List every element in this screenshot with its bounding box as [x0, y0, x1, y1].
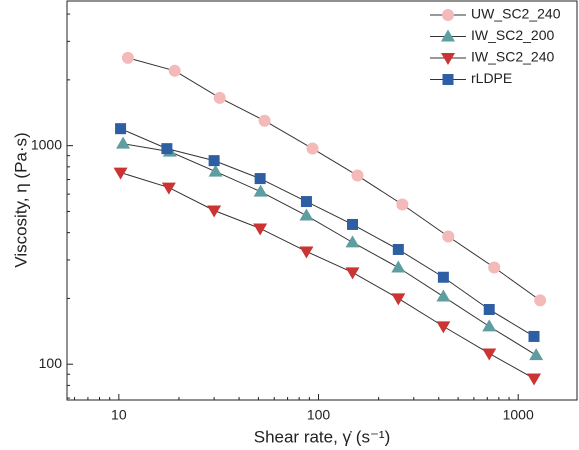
- marker: [396, 198, 409, 211]
- marker: [253, 223, 268, 236]
- legend-label: rLDPE: [471, 70, 512, 86]
- marker: [299, 246, 314, 259]
- x-axis-label: Shear rate, γ̇ (s⁻¹): [254, 427, 391, 446]
- marker: [437, 271, 449, 283]
- marker: [299, 208, 314, 221]
- marker: [351, 169, 364, 182]
- marker: [442, 230, 455, 243]
- marker: [253, 184, 268, 197]
- marker: [306, 142, 319, 155]
- marker: [113, 167, 128, 180]
- legend-label: IW_SC2_200: [471, 27, 554, 43]
- series-line: [120, 128, 535, 337]
- y-tick-label: 1000: [31, 136, 62, 152]
- marker: [161, 182, 176, 195]
- marker: [208, 155, 220, 167]
- legend-marker: [442, 9, 454, 21]
- marker: [213, 91, 226, 104]
- marker: [116, 136, 131, 149]
- series-line: [127, 57, 541, 301]
- marker: [482, 319, 497, 332]
- marker: [300, 196, 312, 208]
- marker: [207, 205, 222, 218]
- x-tick-label: 100: [307, 407, 331, 423]
- marker: [345, 267, 360, 280]
- marker: [392, 243, 404, 255]
- legend-label: UW_SC2_240: [471, 6, 561, 22]
- marker: [529, 348, 544, 361]
- legend-marker: [442, 74, 454, 85]
- marker: [482, 348, 497, 361]
- x-tick-label: 10: [111, 407, 127, 423]
- marker: [534, 294, 547, 307]
- marker: [483, 303, 495, 315]
- marker: [488, 261, 501, 274]
- marker: [527, 373, 542, 386]
- marker: [436, 289, 451, 302]
- marker: [258, 114, 271, 127]
- series-line: [122, 143, 537, 356]
- marker: [436, 321, 451, 334]
- marker: [528, 330, 540, 342]
- series-line: [120, 172, 535, 379]
- marker: [345, 235, 360, 248]
- marker: [121, 51, 134, 64]
- marker: [168, 64, 181, 77]
- marker: [115, 123, 127, 135]
- marker: [254, 173, 266, 185]
- x-tick-label: 1000: [503, 407, 534, 423]
- legend-marker: [441, 53, 455, 65]
- y-tick-label: 100: [39, 355, 63, 371]
- y-axis-label: Viscosity, η (Pa·s): [11, 132, 30, 267]
- marker: [208, 164, 223, 177]
- legend-label: IW_SC2_240: [471, 49, 554, 65]
- legend-marker: [441, 29, 455, 42]
- marker: [391, 293, 406, 306]
- marker: [161, 143, 173, 155]
- marker: [391, 260, 406, 273]
- plot-frame: [66, 0, 578, 401]
- marker: [347, 218, 359, 230]
